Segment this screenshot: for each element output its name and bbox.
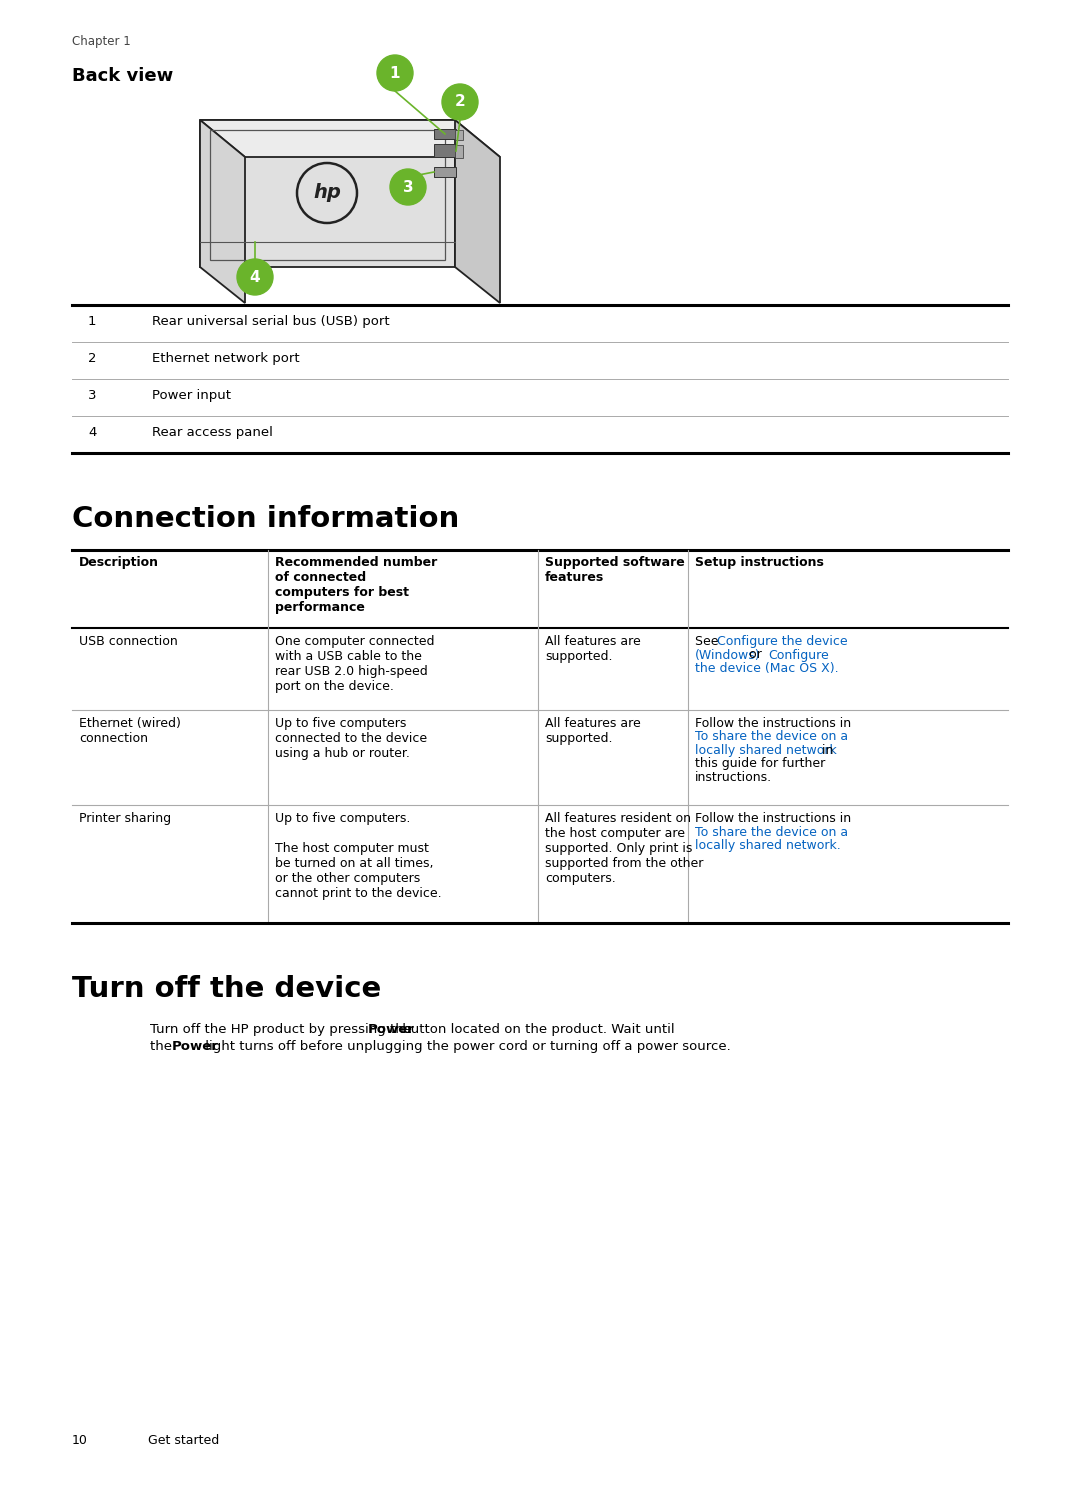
Circle shape (442, 84, 478, 120)
Circle shape (390, 169, 426, 205)
Polygon shape (455, 120, 500, 303)
Circle shape (377, 55, 413, 91)
Polygon shape (200, 120, 245, 303)
Text: Ethernet (wired)
connection: Ethernet (wired) connection (79, 718, 180, 745)
Text: 2: 2 (455, 94, 465, 109)
Text: 4: 4 (87, 426, 96, 440)
Text: button located on the product. Wait until: button located on the product. Wait unti… (397, 1023, 674, 1036)
Text: Follow the instructions in: Follow the instructions in (696, 718, 851, 730)
Text: USB connection: USB connection (79, 635, 178, 647)
Bar (210, 130, 445, 260)
Bar (434, 129, 456, 139)
Text: Supported software
features: Supported software features (545, 556, 685, 585)
Text: 4: 4 (249, 269, 260, 284)
Text: Ethernet network port: Ethernet network port (152, 351, 299, 365)
Text: the device (Mac OS X).: the device (Mac OS X). (696, 662, 839, 676)
Text: Setup instructions: Setup instructions (696, 556, 824, 570)
Text: Chapter 1: Chapter 1 (72, 34, 131, 48)
Text: 10: 10 (72, 1434, 87, 1447)
Text: Power: Power (172, 1041, 218, 1052)
Text: in: in (819, 745, 834, 756)
Text: Printer sharing: Printer sharing (79, 812, 171, 825)
Text: light turns off before unplugging the power cord or turning off a power source.: light turns off before unplugging the po… (201, 1041, 731, 1052)
Text: One computer connected
with a USB cable to the
rear USB 2.0 high-speed
port on t: One computer connected with a USB cable … (275, 635, 434, 694)
Polygon shape (200, 120, 455, 268)
Text: Rear access panel: Rear access panel (152, 426, 273, 440)
Text: the: the (150, 1041, 176, 1052)
Text: Configure the device: Configure the device (717, 635, 848, 647)
Text: Up to five computers.

The host computer must
be turned on at all times,
or the : Up to five computers. The host computer … (275, 812, 442, 900)
Text: All features are
supported.: All features are supported. (545, 718, 640, 745)
Text: 2: 2 (87, 351, 96, 365)
Text: (Windows): (Windows) (696, 649, 760, 661)
Text: hp: hp (313, 184, 341, 202)
Text: 1: 1 (87, 315, 96, 327)
Text: See: See (696, 635, 723, 647)
Text: Connection information: Connection information (72, 505, 459, 534)
Text: Configure: Configure (768, 649, 828, 661)
Bar (434, 167, 456, 176)
Text: locally shared network: locally shared network (696, 745, 837, 756)
Text: Power input: Power input (152, 389, 231, 402)
Text: this guide for further: this guide for further (696, 758, 825, 770)
Text: 1: 1 (390, 66, 401, 81)
Polygon shape (200, 120, 500, 157)
Bar (455, 130, 463, 141)
Text: All features resident on
the host computer are
supported. Only print is
supporte: All features resident on the host comput… (545, 812, 703, 885)
Text: All features are
supported.: All features are supported. (545, 635, 640, 662)
Text: Follow the instructions in: Follow the instructions in (696, 812, 851, 825)
Bar (455, 145, 463, 158)
Text: To share the device on a: To share the device on a (696, 731, 848, 743)
Text: Get started: Get started (148, 1434, 219, 1447)
Text: Rear universal serial bus (USB) port: Rear universal serial bus (USB) port (152, 315, 390, 327)
Text: instructions.: instructions. (696, 771, 772, 783)
Text: Power: Power (368, 1023, 415, 1036)
Text: 3: 3 (87, 389, 96, 402)
Bar (434, 144, 456, 157)
Text: Up to five computers
connected to the device
using a hub or router.: Up to five computers connected to the de… (275, 718, 427, 759)
Text: Turn off the device: Turn off the device (72, 975, 381, 1003)
Text: Description: Description (79, 556, 159, 570)
Text: Recommended number
of connected
computers for best
performance: Recommended number of connected computer… (275, 556, 437, 614)
Text: 3: 3 (403, 179, 414, 194)
Text: or: or (745, 649, 766, 661)
Text: locally shared network.: locally shared network. (696, 839, 840, 852)
Text: Back view: Back view (72, 67, 173, 85)
Text: Turn off the HP product by pressing the: Turn off the HP product by pressing the (150, 1023, 416, 1036)
Circle shape (237, 259, 273, 295)
Text: To share the device on a: To share the device on a (696, 825, 848, 839)
